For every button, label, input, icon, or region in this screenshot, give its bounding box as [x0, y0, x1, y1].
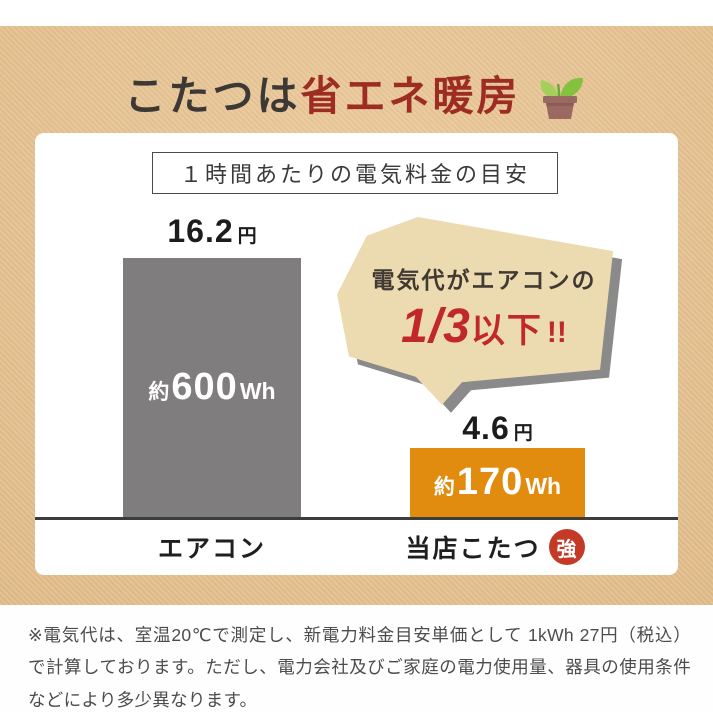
aircon-price-value: 16.2 — [167, 213, 234, 249]
aircon-category-text: エアコン — [157, 535, 266, 563]
footer: ※電気代は、室温20℃で測定し、新電力料金目安単価として 1kWh 27円（税込… — [0, 605, 713, 713]
aircon-watt-label: 約 600 Wh — [148, 366, 275, 409]
title-highlight: 省エネ暖房 — [300, 72, 521, 120]
kotatsu-watt-label: 約 170 Wh — [434, 461, 561, 504]
kotatsu-bar: 約 170 Wh — [410, 448, 585, 517]
kotatsu-category-label: 当店こたつ 強 — [365, 529, 625, 565]
kotatsu-price-label: 4.6 円 — [410, 410, 585, 447]
callout-line2: 1/3以下!! — [343, 299, 625, 354]
aircon-watt-value: 600 — [171, 366, 238, 408]
title-prefix: こたつは — [124, 72, 301, 120]
x-axis-line — [35, 517, 678, 520]
strength-badge: 強 — [548, 529, 585, 565]
callout-line1: 電気代がエアコンの — [371, 267, 597, 293]
chart-header-text: １時間あたりの電気料金の目安 — [179, 162, 530, 187]
footnote-text: ※電気代は、室温20℃で測定し、新電力料金目安単価として 1kWh 27円（税込… — [28, 625, 691, 710]
page-title: こたつは省エネ暖房 — [0, 62, 713, 122]
aircon-bar: 約 600 Wh — [123, 258, 301, 517]
chart-header-box: １時間あたりの電気料金の目安 — [152, 152, 558, 194]
kotatsu-price-unit: 円 — [513, 423, 533, 444]
aircon-category-label: エアコン — [123, 529, 301, 565]
page-title-text: こたつは省エネ暖房 — [125, 62, 521, 122]
callout-suffix: 以下 — [470, 312, 543, 350]
callout-exclaim: !! — [546, 316, 567, 349]
callout-bubble-text: 電気代がエアコンの 1/3以下!! — [343, 261, 625, 354]
kotatsu-watt-prefix: 約 — [433, 476, 455, 499]
aircon-price-unit: 円 — [237, 226, 257, 247]
kotatsu-price-value: 4.6 — [462, 410, 510, 446]
kotatsu-category-text: 当店こたつ — [405, 535, 541, 563]
kotatsu-watt-unit: Wh — [525, 473, 562, 499]
chart-panel: １時間あたりの電気料金の目安 16.2 円 約 600 Wh 電気代がエアコンの 1/… — [35, 133, 678, 575]
callout-fraction: 1/3 — [401, 300, 471, 353]
aircon-watt-prefix: 約 — [148, 381, 170, 404]
callout-bubble: 電気代がエアコンの 1/3以下!! — [335, 215, 625, 413]
aircon-price-label: 16.2 円 — [123, 213, 301, 250]
aircon-watt-unit: Wh — [239, 378, 276, 404]
potted-plant-icon — [540, 77, 583, 119]
kotatsu-watt-value: 170 — [456, 461, 524, 503]
